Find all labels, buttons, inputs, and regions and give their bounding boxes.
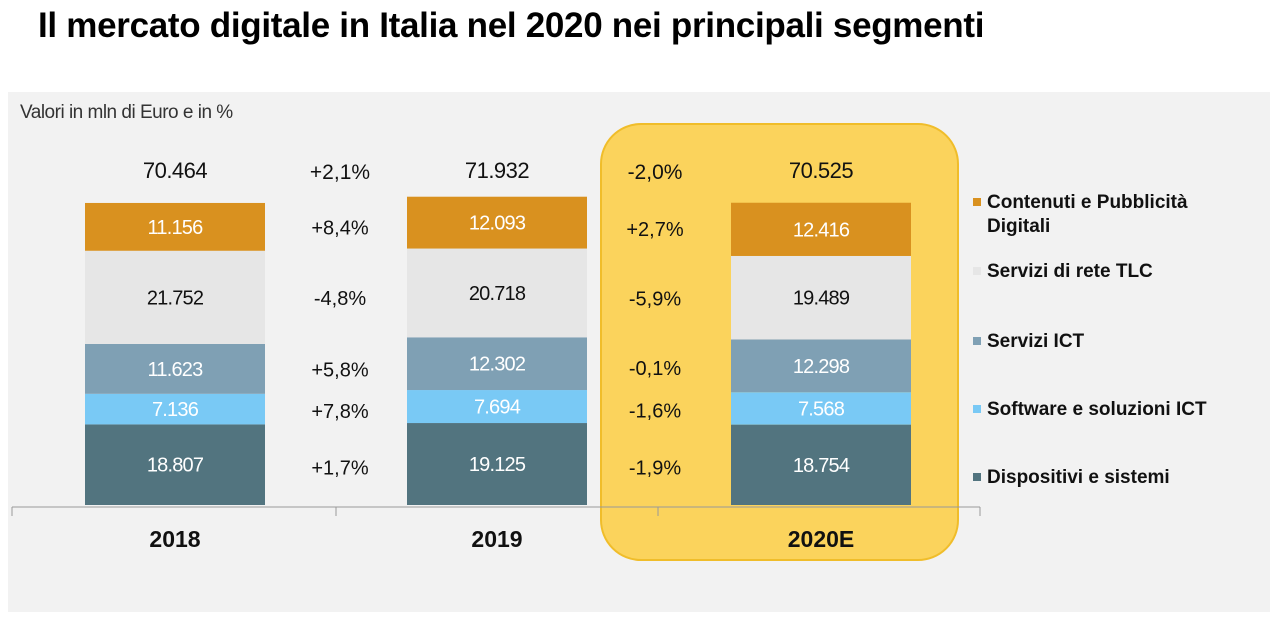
bar-segment [731,255,911,340]
legend-label: Dispositivi e sistemi [987,467,1170,488]
chart-subtitle: Valori in mln di Euro e in % [20,102,233,123]
growth-segment-label: -4,8% [314,288,366,310]
bar-segment [85,343,265,394]
growth-total-label: +2,1% [310,161,370,184]
legend-label: Servizi di rete TLC [987,261,1153,282]
growth-segment-label: -1,6% [629,400,681,422]
growth-segment-label: +5,8% [311,359,368,381]
legend-marker [973,473,981,481]
legend-label: Servizi ICT [987,331,1085,352]
total-label: 71.932 [465,158,530,183]
growth-segment-label: -5,9% [629,288,681,310]
page-title: Il mercato digitale in Italia nel 2020 n… [38,6,985,45]
bar-segment [407,248,587,338]
segment-value-label: 18.754 [793,455,850,477]
segment-value-label: 11.156 [148,217,204,239]
segment-value-label: 11.623 [148,359,204,381]
segment-value-label: 7.136 [152,399,199,421]
segment-value-label: 12.298 [793,356,850,378]
bar-segment [731,202,911,256]
legend-label: Software e soluzioni ICT [987,399,1207,420]
bar-segment [407,196,587,249]
legend-label-continued: Digitali [987,216,1050,237]
total-label: 70.525 [789,158,854,183]
growth-segment-label: +1,7% [311,457,368,479]
segment-value-label: 7.694 [474,397,521,419]
segment-value-label: 12.416 [793,219,850,241]
category-label: 2019 [471,526,522,552]
growth-total-label: -2,0% [628,161,683,184]
bar-segment [731,339,911,393]
category-label: 2018 [149,526,200,552]
growth-segment-label: -1,9% [629,457,681,479]
bar-segment [407,423,587,505]
growth-segment-label: +2,7% [626,219,683,241]
legend-marker [973,337,981,345]
segment-value-label: 20.718 [469,283,526,305]
growth-segment-label: -0,1% [629,358,681,380]
bar-segment [85,250,265,344]
legend-marker [973,405,981,413]
segment-value-label: 12.093 [469,213,526,235]
bar-segment [407,337,587,391]
segment-value-label: 7.568 [798,398,845,420]
segment-value-label: 18.807 [147,455,204,477]
segment-value-label: 21.752 [147,287,204,309]
growth-segment-label: +8,4% [311,218,368,240]
total-label: 70.464 [143,158,208,183]
legend-marker [973,198,981,206]
legend-label: Contenuti e Pubblicità [987,192,1188,213]
bar-segment [85,424,265,505]
bar-segment [731,392,911,425]
segment-value-label: 19.125 [469,454,526,476]
bar-segment [85,393,265,425]
growth-segment-label: +7,8% [311,401,368,423]
legend-marker [973,267,981,275]
bar-segment [407,390,587,424]
bar-segment [731,424,911,505]
segment-value-label: 12.302 [469,354,526,376]
category-label: 2020E [788,526,855,552]
bar-segment [85,202,265,251]
segment-value-label: 19.489 [793,288,850,310]
